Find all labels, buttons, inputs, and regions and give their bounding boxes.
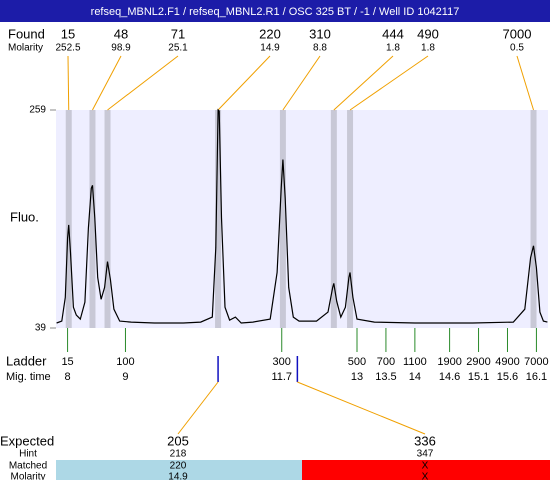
- peak-connector: [333, 55, 394, 111]
- matched-cell: [302, 460, 550, 480]
- y-tick-label: 259: [29, 105, 46, 116]
- found-size: 490: [417, 26, 439, 41]
- found-molarity: 0.5: [510, 43, 524, 54]
- found-size: 310: [309, 26, 331, 41]
- expected-connector: [297, 381, 426, 435]
- found-size: 71: [171, 26, 185, 41]
- peak-band: [65, 110, 72, 328]
- ladder-size: 1900: [437, 356, 461, 368]
- peak-band: [89, 110, 96, 328]
- found-molarity: 1.8: [386, 43, 400, 54]
- ladder-time: 15.1: [468, 371, 489, 383]
- peak-band: [104, 110, 111, 328]
- ladder-size: 7000: [524, 356, 548, 368]
- found-molarity: 252.5: [55, 43, 80, 54]
- ladder-size: 15: [61, 356, 73, 368]
- hint-label: Hint: [19, 449, 37, 460]
- ladder-size: 4900: [495, 356, 519, 368]
- molarity-value: X: [422, 472, 429, 480]
- hint-value: 347: [417, 449, 434, 460]
- peak-connector: [349, 55, 429, 111]
- title: refseq_MBNL2.F1 / refseq_MBNL2.R1 / OSC …: [91, 6, 460, 18]
- found-molarity: 25.1: [168, 43, 188, 54]
- peak-connector: [92, 55, 122, 111]
- peak-connector: [107, 55, 179, 111]
- molarity-label: Molarity: [8, 43, 43, 54]
- matched-label: Matched: [9, 461, 47, 472]
- y-label: Fluo.: [10, 209, 39, 224]
- peak-connector: [516, 55, 535, 111]
- peak-band: [347, 110, 354, 328]
- title-bar: [0, 0, 550, 22]
- found-molarity: 8.8: [313, 43, 327, 54]
- ladder-label: Ladder: [6, 353, 47, 368]
- peak-connector: [67, 55, 70, 111]
- matched-value: X: [422, 461, 429, 472]
- peak-band: [330, 110, 337, 328]
- hint-value: 218: [170, 449, 187, 460]
- expected-connector: [177, 381, 219, 435]
- expected-label: Expected: [0, 433, 54, 448]
- ladder-size: 2900: [466, 356, 490, 368]
- peak-connector: [217, 55, 271, 111]
- ladder-time: 13.5: [375, 371, 396, 383]
- ladder-size: 500: [348, 356, 366, 368]
- ladder-size: 700: [377, 356, 395, 368]
- ladder-time: 9: [122, 371, 128, 383]
- mig-time-label: Mig. time: [6, 371, 51, 383]
- peak-band: [530, 110, 537, 328]
- peak-connector: [282, 55, 321, 111]
- ladder-size: 1100: [403, 356, 427, 368]
- ladder-time: 8: [65, 371, 71, 383]
- found-size: 7000: [503, 26, 532, 41]
- peak-band: [215, 110, 222, 328]
- molarity-value: 14.9: [168, 472, 188, 480]
- ladder-size: 300: [273, 356, 291, 368]
- y-tick-label: 39: [35, 323, 47, 334]
- found-size: 48: [114, 26, 128, 41]
- ladder-time: 14: [409, 371, 421, 383]
- matched-value: 220: [170, 461, 187, 472]
- ladder-time: 14.6: [439, 371, 460, 383]
- expected-size: 336: [414, 433, 436, 448]
- ladder-time: 11.7: [271, 371, 292, 383]
- expected-size: 205: [167, 433, 189, 448]
- found-molarity: 1.8: [421, 43, 435, 54]
- found-size: 220: [259, 26, 281, 41]
- exp-molarity-label: Molarity: [10, 472, 45, 480]
- peak-band: [279, 110, 286, 328]
- found-molarity: 98.9: [111, 43, 131, 54]
- found-molarity: 14.9: [260, 43, 280, 54]
- found-size: 444: [382, 26, 404, 41]
- trace: [56, 108, 548, 324]
- ladder-time: 15.6: [497, 371, 518, 383]
- ladder-time: 16.1: [526, 371, 547, 383]
- found-size: 15: [61, 26, 75, 41]
- ladder-time: 13: [351, 371, 363, 383]
- found-label: Found: [8, 26, 45, 41]
- plot-area: [56, 110, 548, 328]
- matched-cell: [56, 460, 302, 480]
- ladder-size: 100: [116, 356, 134, 368]
